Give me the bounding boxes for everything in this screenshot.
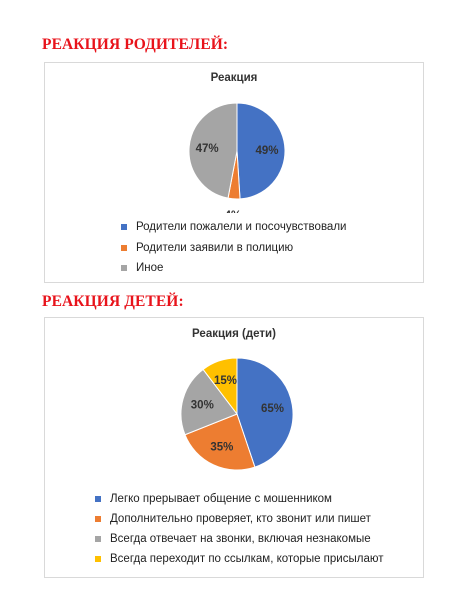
pie-slice (236, 357, 294, 468)
pie-slice (236, 102, 286, 200)
legend-label: Иное (136, 262, 164, 275)
legend-label: Легко прерывает общение с мошенником (110, 493, 332, 505)
legend-swatch (121, 265, 127, 272)
parents-legend-item: Иное (121, 258, 346, 279)
parents-chart-title: Реакция (210, 72, 258, 84)
parents-legend-item: Родители пожалели и посочувствовали (121, 217, 346, 238)
legend-label: Всегда переходит по ссылкам, которые при… (110, 553, 384, 565)
data-label: 47% (196, 143, 219, 155)
pie-slice (180, 368, 238, 436)
data-label: 65% (261, 403, 284, 415)
legend-swatch (95, 556, 101, 562)
legend-label: Родители пожалели и посочувствовали (136, 221, 347, 234)
parents-legend: Родители пожалели и посочувствовали Роди… (121, 217, 346, 279)
children-chart-title: Реакция (дети) (192, 328, 276, 340)
parents-pie: 49% 4% 47% (188, 102, 286, 213)
legend-label: Всегда отвечает на звонки, включая незна… (110, 533, 371, 545)
children-pie: 65% 35% 30%15% (180, 357, 294, 471)
legend-swatch (121, 224, 127, 231)
legend-label: Родители заявили в полицию (136, 241, 294, 254)
pie-slice (188, 102, 238, 199)
children-legend-item: Дополнительно проверяет, кто звонит или … (95, 509, 383, 529)
parents-reaction-chart: Реакция 49% 4% 47% Родители пожалели и пос… (44, 62, 424, 283)
children-reaction-chart: Реакция (дети) 65% 35% 30% 15% Легко прерыв… (44, 317, 424, 578)
pie-slice (202, 357, 238, 416)
data-label: 15% (214, 375, 237, 387)
data-label: 35% (210, 442, 233, 454)
parents-legend-item: Родители заявили в полицию (121, 238, 346, 259)
legend-swatch (121, 244, 127, 251)
children-legend: Легко прерывает общение с мошенником Доп… (95, 489, 383, 569)
children-legend-item: Легко прерывает общение с мошенником (95, 489, 383, 509)
children-legend-item: Всегда отвечает на звонки, включая незна… (95, 529, 383, 549)
data-label: 4% (225, 210, 242, 213)
legend-swatch (95, 536, 101, 542)
data-label: 30% (191, 399, 214, 411)
children-reaction-heading: РЕАКЦИЯ ДЕТЕЙ: (42, 293, 184, 310)
legend-swatch (95, 496, 101, 502)
data-label: 49% (255, 145, 278, 157)
legend-swatch (95, 516, 101, 522)
legend-label: Дополнительно проверяет, кто звонит или … (110, 513, 371, 525)
parents-reaction-heading: РЕАКЦИЯ РОДИТЕЛЕЙ: (42, 36, 229, 53)
children-legend-item: Всегда переходит по ссылкам, которые при… (95, 549, 383, 569)
